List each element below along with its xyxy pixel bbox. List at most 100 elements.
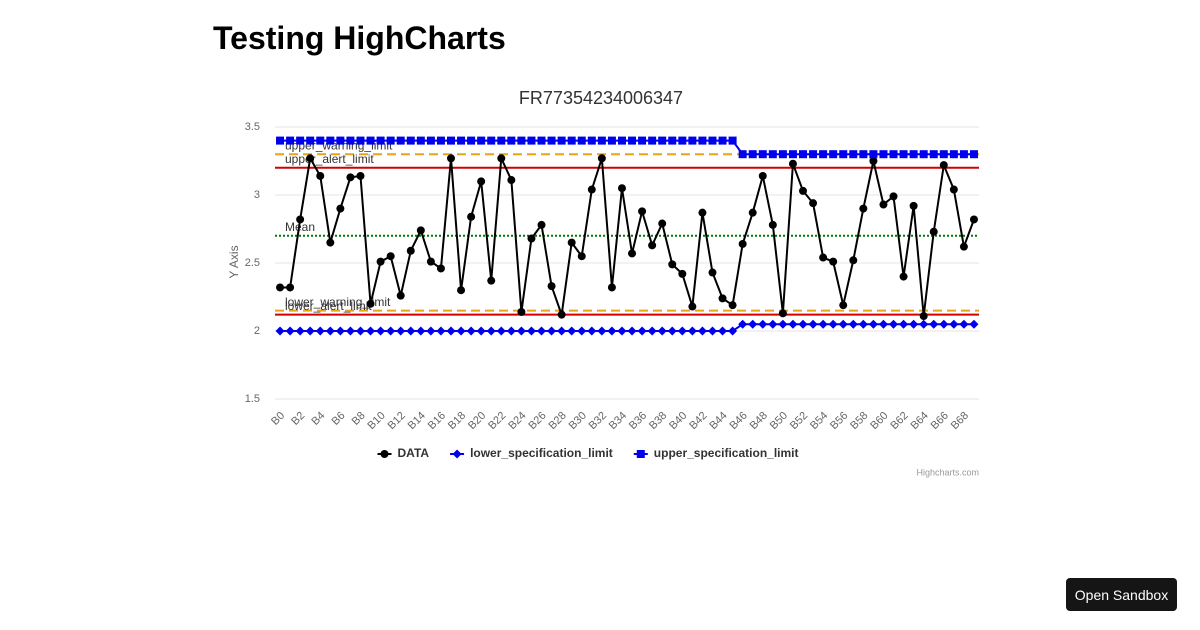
- x-tick-label: B26: [526, 410, 548, 432]
- data-point: [688, 136, 697, 145]
- data-point: [436, 136, 445, 145]
- data-point: [838, 319, 848, 329]
- x-tick-label: B50: [768, 410, 790, 432]
- data-point: [818, 319, 828, 329]
- data-point: [909, 150, 918, 159]
- data-point: [647, 326, 657, 336]
- legend-symbol: [636, 450, 645, 458]
- data-point: [748, 319, 758, 329]
- data-point: [537, 220, 546, 229]
- data-point: [517, 307, 526, 316]
- data-point: [878, 319, 888, 329]
- data-point: [336, 136, 345, 145]
- data-point: [959, 319, 969, 329]
- data-point: [457, 286, 466, 295]
- data-point: [617, 136, 626, 145]
- data-point: [286, 283, 295, 292]
- data-point: [406, 326, 416, 336]
- data-point: [597, 154, 606, 163]
- data-point: [658, 136, 667, 145]
- data-point: [486, 326, 496, 336]
- data-point: [315, 326, 325, 336]
- data-point: [276, 283, 285, 292]
- data-point: [617, 184, 626, 193]
- data-point: [889, 150, 898, 159]
- data-point: [557, 310, 566, 319]
- data-point: [919, 319, 929, 329]
- y-tick-label: 2: [254, 325, 260, 337]
- data-point: [949, 185, 958, 194]
- data-point: [447, 154, 455, 163]
- data-point: [828, 319, 838, 329]
- data-point: [919, 150, 928, 159]
- data-point: [295, 326, 305, 336]
- data-point: [547, 282, 556, 291]
- legend-item: DATA: [377, 446, 429, 460]
- data-point: [497, 136, 506, 145]
- data-point: [788, 319, 798, 329]
- data-point: [849, 150, 858, 159]
- x-tick-label: B44: [707, 410, 729, 432]
- data-point: [899, 150, 908, 159]
- data-point: [728, 326, 738, 336]
- legend-symbol: [380, 450, 389, 458]
- data-point: [345, 326, 355, 336]
- data-point: [738, 150, 747, 159]
- data-point: [698, 136, 707, 145]
- open-sandbox-button[interactable]: Open Sandbox: [1066, 578, 1177, 611]
- data-point: [607, 136, 616, 145]
- data-point: [286, 136, 295, 145]
- data-point: [426, 326, 436, 336]
- data-point: [708, 136, 717, 145]
- data-point: [628, 136, 637, 145]
- y-tick-label: 3.5: [245, 121, 260, 133]
- data-point: [335, 326, 345, 336]
- x-tick-label: B12: [386, 410, 408, 432]
- legend-item: upper_specification_limit: [633, 446, 798, 460]
- data-point: [306, 154, 315, 163]
- data-point: [366, 136, 375, 145]
- chart-title: FR77354234006347: [519, 88, 683, 108]
- data-point: [506, 326, 516, 336]
- data-point: [627, 326, 637, 336]
- x-tick-label: B18: [446, 410, 468, 432]
- data-point: [788, 150, 797, 159]
- data-point: [637, 326, 647, 336]
- data-point: [426, 136, 435, 145]
- data-point: [607, 283, 616, 292]
- data-point: [949, 150, 958, 159]
- data-point: [376, 326, 386, 336]
- data-point: [768, 319, 778, 329]
- data-point: [678, 136, 687, 145]
- data-point: [768, 220, 777, 229]
- data-point: [798, 319, 808, 329]
- data-point: [436, 326, 446, 336]
- data-point: [909, 201, 918, 210]
- chart: FR77354234006347 Y Axis Highcharts.com 1…: [227, 88, 979, 477]
- data-point: [677, 326, 687, 336]
- data-point: [829, 257, 838, 266]
- x-tick-label: B10: [365, 410, 387, 432]
- data-point: [758, 171, 767, 180]
- page-heading: Testing HighCharts: [213, 20, 506, 56]
- data-point: [778, 150, 787, 159]
- data-point: [526, 326, 536, 336]
- data-point: [355, 326, 365, 336]
- series-line: [280, 154, 975, 317]
- legend-label: lower_specification_limit: [470, 446, 613, 460]
- data-point: [477, 136, 486, 145]
- data-point: [366, 299, 375, 308]
- data-point: [708, 268, 717, 277]
- credits: Highcharts.com: [916, 467, 979, 477]
- data-point: [839, 150, 848, 159]
- data-point: [758, 319, 768, 329]
- data-point: [376, 257, 385, 266]
- x-tick-label: B2: [289, 410, 307, 428]
- data-point: [587, 136, 596, 145]
- x-tick-label: B30: [567, 410, 589, 432]
- data-point: [516, 326, 526, 336]
- x-tick-label: B66: [929, 410, 951, 432]
- data-point: [386, 326, 396, 336]
- data-point: [889, 319, 899, 329]
